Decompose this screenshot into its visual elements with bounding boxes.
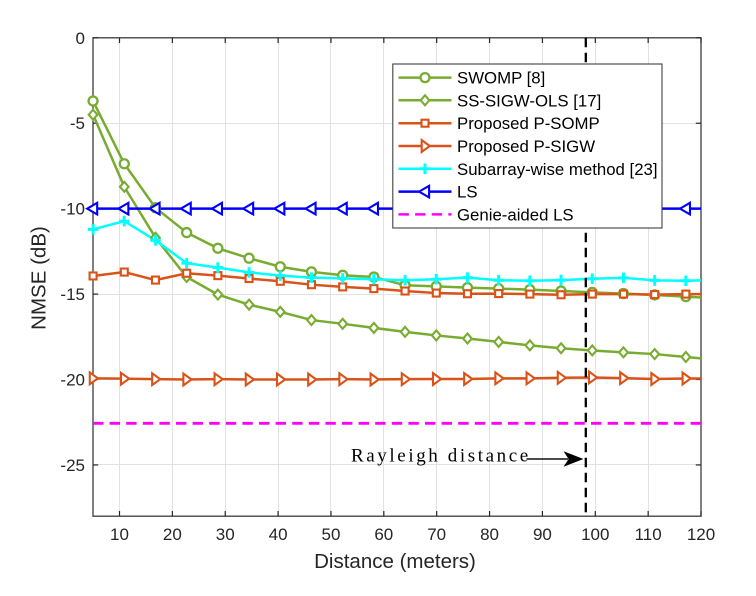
svg-text:20: 20 [163,525,182,544]
svg-text:100: 100 [581,525,609,544]
svg-text:10: 10 [110,525,129,544]
svg-text:Subarray-wise method [23]: Subarray-wise method [23] [457,160,658,179]
svg-text:80: 80 [480,525,499,544]
svg-text:70: 70 [427,525,446,544]
svg-text:SWOMP [8]: SWOMP [8] [457,69,545,88]
svg-text:-5: -5 [70,114,85,133]
svg-text:Distance (meters): Distance (meters) [314,550,476,573]
svg-text:Rayleigh distance: Rayleigh distance [351,446,531,467]
svg-text:LS: LS [457,183,478,202]
svg-text:30: 30 [216,525,235,544]
svg-text:60: 60 [374,525,393,544]
svg-text:110: 110 [635,525,662,544]
svg-text:SS-SIGW-OLS [17]: SS-SIGW-OLS [17] [457,91,601,110]
svg-text:-25: -25 [60,456,85,475]
svg-text:-10: -10 [60,200,85,219]
svg-text:40: 40 [269,525,288,544]
svg-text:Genie-aided LS: Genie-aided LS [457,205,574,224]
svg-text:120: 120 [687,525,715,544]
svg-text:0: 0 [76,29,85,48]
svg-text:90: 90 [533,525,552,544]
svg-text:NMSE (dB): NMSE (dB) [28,226,51,330]
svg-text:50: 50 [321,525,340,544]
svg-text:Proposed P-SOMP: Proposed P-SOMP [457,114,600,133]
svg-text:-15: -15 [60,285,85,304]
svg-text:Proposed P-SIGW: Proposed P-SIGW [457,137,595,156]
svg-text:-20: -20 [60,371,85,390]
